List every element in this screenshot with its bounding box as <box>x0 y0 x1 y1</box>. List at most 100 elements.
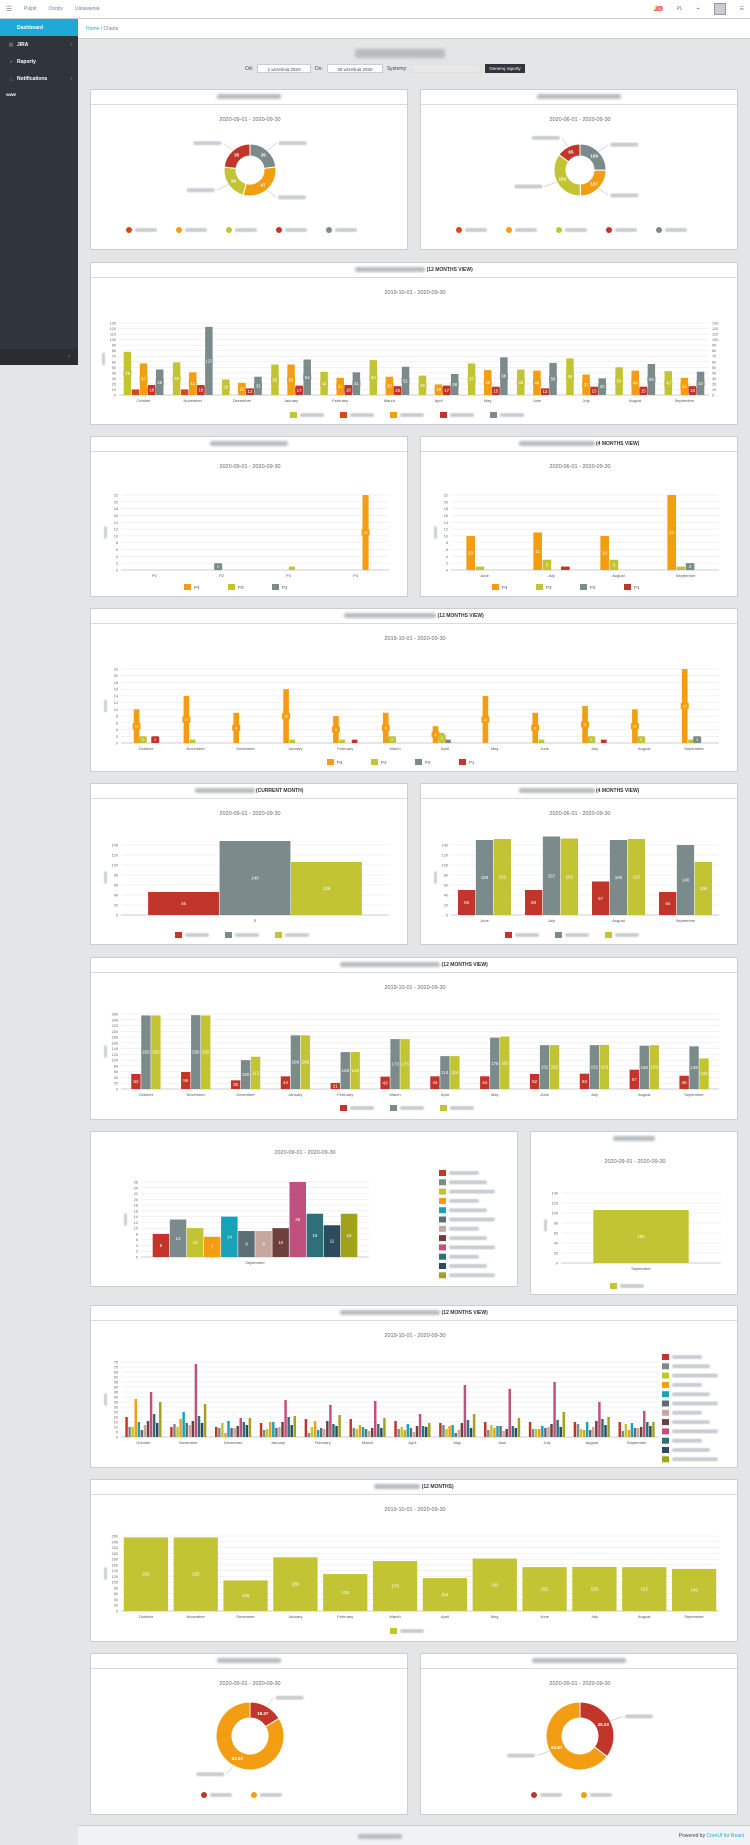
nav-link-ustawienia[interactable]: Ustawienia <box>74 6 100 12</box>
top-nav-right: 🔔5 PL ⌖ ☰ <box>653 3 750 15</box>
y-tick-label: 60 <box>112 360 116 364</box>
bar <box>559 1427 562 1437</box>
callout-label-redacted <box>278 141 307 146</box>
slice-label: 64.67 <box>551 1745 563 1750</box>
nav-link-osoby[interactable]: Osoby <box>48 6 63 12</box>
y-tick-label: 60 <box>444 884 448 888</box>
sidebar-item-notifications[interactable]: △ Notifications ‹ <box>0 70 78 87</box>
bar-value-label: 8 <box>160 1243 163 1248</box>
bar <box>370 1428 374 1437</box>
bar <box>131 1427 134 1437</box>
legend-label: P3 <box>238 585 244 590</box>
legend-swatch <box>126 227 132 233</box>
legend-label-redacted <box>515 228 537 232</box>
avatar[interactable] <box>713 3 726 15</box>
breadcrumb-home[interactable]: Home <box>86 26 100 32</box>
y-tick-label: 120 <box>442 854 448 858</box>
hamburger-icon[interactable]: ☰ <box>5 6 13 13</box>
bar-label-bg <box>331 1082 340 1089</box>
bar-value-label: 2 <box>217 565 219 569</box>
slice-label: 107 <box>590 182 598 187</box>
date-from-input[interactable]: 1 września 2020 <box>257 64 312 73</box>
bar <box>182 1412 185 1437</box>
date-to-input[interactable]: 30 września 2020 <box>326 64 383 73</box>
bar-label-bg <box>201 1049 210 1056</box>
sidebar-item-jira[interactable]: ▦ JIRA ‹ <box>0 36 78 53</box>
y-axis-title-redacted <box>104 1393 107 1406</box>
bar-value-label: 2 <box>154 738 156 742</box>
pie-chart: 2020-09-01 - 2020-09-30 16.37 83.63 <box>196 1681 304 1798</box>
bar <box>676 566 686 570</box>
chart-subtitle: 2020-09-01 - 2020-09-30 <box>549 1681 610 1687</box>
coreui-link[interactable]: CoreUI for React <box>706 1833 744 1839</box>
aside-toggle-icon[interactable]: ☰ <box>739 6 744 12</box>
x-tick-label: December <box>233 398 252 403</box>
x-tick-label: February <box>337 1614 353 1619</box>
bar <box>289 739 296 743</box>
y-tick-label: 80 <box>112 349 116 353</box>
bar-label-bg <box>237 385 246 392</box>
bar-label-bg <box>450 1069 459 1076</box>
bar <box>319 1428 323 1437</box>
card-header <box>531 1132 737 1147</box>
y-tick-label: 160 <box>112 1563 118 1567</box>
x-tick-label: June <box>533 398 542 403</box>
bar <box>442 1425 445 1437</box>
sidebar-item-raporty[interactable]: ◕ Raporty <box>0 53 78 70</box>
chart-card: (12 MONTHS) 2019-10-01 - 2020-09-30 0 20 40… <box>90 1479 738 1642</box>
legend-swatch <box>439 1188 446 1195</box>
sidebar-item-dashboard[interactable]: ◔ Dashboard <box>0 19 78 36</box>
language-switch[interactable]: PL <box>676 6 683 12</box>
bar-label-bg <box>532 379 541 386</box>
y-tick-label: 6 <box>446 548 448 552</box>
y-axis-title-redacted <box>124 1213 127 1226</box>
legend-label-redacted <box>300 413 324 417</box>
y-tick-label: 220 <box>112 1546 118 1550</box>
bar-label-bg <box>245 388 254 395</box>
bar-value-label: 22 <box>669 530 675 535</box>
bar-label-bg <box>540 388 549 395</box>
x-tick-label: November <box>187 1614 206 1619</box>
legend-label: P4 <box>502 585 508 590</box>
y-tick-label: 110 <box>110 333 116 337</box>
sidebar-minimizer[interactable]: ‹ <box>0 349 78 365</box>
nav-link-pulpit[interactable]: Pulpit <box>24 6 37 12</box>
x-tick-label: February <box>337 746 353 751</box>
bar-label-bg <box>345 1232 354 1239</box>
bar-value-label: 59 <box>174 376 179 381</box>
bar-value-label: 255 <box>142 1572 150 1577</box>
bar <box>445 739 451 743</box>
y-tick-label: 10 <box>114 708 118 712</box>
bar <box>326 1421 329 1437</box>
card-title-suffix: (12 MONTHS VIEW) <box>441 962 488 968</box>
legend-swatch <box>662 1409 669 1416</box>
bar <box>514 1428 518 1437</box>
y-tick-label: 20 <box>114 1082 118 1086</box>
x-tick-label: September <box>245 1260 265 1265</box>
y-tick-label: 130 <box>110 322 116 326</box>
bell-icon[interactable]: 🔔5 <box>653 6 663 12</box>
y-tick-label: 0 <box>116 1436 118 1440</box>
bar-value-label: 22 <box>364 531 368 535</box>
bar-label-bg <box>700 1070 709 1077</box>
bar-label-bg <box>681 877 690 883</box>
legend-swatch <box>456 227 462 233</box>
systems-select[interactable] <box>411 64 482 73</box>
slice-label: 83.63 <box>232 1756 244 1761</box>
bar-value-label: 78 <box>125 371 130 376</box>
y-tick-label: 40 <box>114 894 118 898</box>
generate-reports-button[interactable]: Generuj raporty <box>485 64 525 73</box>
location-pin-icon[interactable]: ⌖ <box>696 6 700 12</box>
bar-value-label: 42 <box>322 381 327 386</box>
x-tick-label: March <box>384 398 395 403</box>
bar-label-bg <box>179 900 188 907</box>
legend-label-redacted <box>672 1457 718 1462</box>
sidebar-sub-label[interactable]: WWE <box>6 91 17 97</box>
legend-label: P2 <box>425 760 431 765</box>
bar-label-bg <box>581 721 590 728</box>
sidebar-item-label: Dashboard <box>17 24 44 31</box>
bar <box>355 1429 359 1437</box>
bar-label-bg <box>547 872 556 879</box>
bar-label-bg <box>550 1064 559 1071</box>
bar-label-bg <box>467 376 476 383</box>
